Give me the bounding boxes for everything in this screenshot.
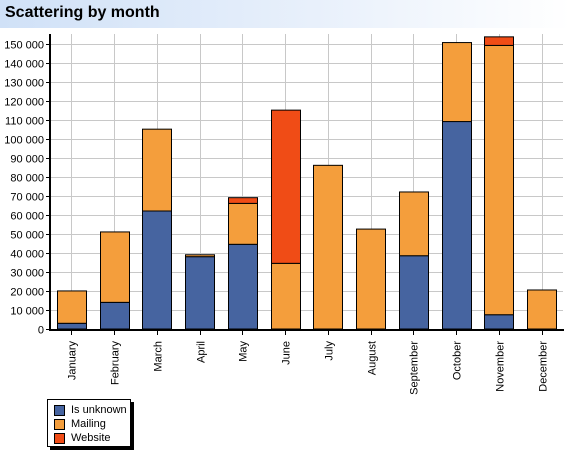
legend-swatch-is-unknown (54, 404, 65, 416)
y-tick-label: 40 000 (10, 249, 44, 261)
y-tick-label: 50 000 (10, 230, 44, 242)
legend-item-website: Website (54, 431, 111, 445)
title-bar: Scattering by month (0, 0, 571, 28)
bar-is-unknown (228, 243, 258, 330)
bar-mailing (142, 128, 172, 212)
bar-mailing (313, 164, 343, 330)
bar-is-unknown (142, 210, 172, 330)
x-tick-label: July (324, 341, 336, 361)
y-tick-label: 20 000 (10, 287, 44, 299)
bar-mailing (399, 191, 429, 257)
bar-mailing (484, 44, 514, 316)
legend-label: Website (71, 432, 111, 444)
legend-label: Mailing (71, 418, 106, 430)
y-tick-label: 100 000 (4, 135, 44, 147)
x-tick-label: January (67, 341, 79, 381)
x-tick-label: February (110, 341, 122, 386)
y-tick-label: 150 000 (4, 40, 44, 52)
bar-is-unknown (442, 121, 472, 330)
bar-is-unknown (185, 256, 215, 330)
x-tick-label: June (281, 341, 293, 365)
bar-mailing (442, 42, 472, 123)
legend-label: Is unknown (71, 404, 127, 416)
y-tick-label: 130 000 (4, 78, 44, 90)
bar-mailing (185, 254, 215, 258)
y-tick-label: 140 000 (4, 59, 44, 71)
x-tick-label: August (367, 341, 379, 375)
x-tick-label: April (196, 341, 208, 363)
y-tick-label: 60 000 (10, 211, 44, 223)
bar-is-unknown (100, 301, 130, 330)
y-tick-label: 80 000 (10, 173, 44, 185)
bar-mailing (228, 202, 258, 245)
x-tick-label: December (538, 341, 550, 392)
y-tick-label: 10 000 (10, 306, 44, 318)
legend-swatch-website (54, 432, 65, 444)
legend-swatch-mailing (54, 418, 65, 430)
bar-mailing (57, 290, 87, 324)
y-tick-label: 70 000 (10, 192, 44, 204)
y-tick-label: 30 000 (10, 268, 44, 280)
bar-is-unknown (399, 255, 429, 330)
legend-item-mailing: Mailing (54, 417, 106, 431)
bar-mailing (100, 231, 130, 303)
chart-title: Scattering by month (5, 4, 160, 21)
x-tick-label: November (495, 341, 507, 392)
y-tick-label: 110 000 (5, 116, 44, 128)
legend-item-is-unknown: Is unknown (54, 403, 127, 417)
x-tick-label: September (409, 341, 421, 395)
y-tick-label: 0 (38, 325, 44, 337)
bar-website (271, 109, 301, 264)
x-tick-label: March (153, 341, 165, 372)
y-tick-label: 90 000 (10, 154, 44, 166)
bar-is-unknown (57, 322, 87, 330)
bar-mailing (527, 289, 557, 330)
y-tick-label: 120 000 (4, 97, 44, 109)
bar-mailing (271, 262, 301, 330)
bar-mailing (356, 228, 386, 330)
x-tick-label: October (452, 341, 464, 380)
legend: Is unknown Mailing Website (47, 399, 131, 447)
bar-is-unknown (484, 314, 514, 330)
x-tick-label: May (238, 341, 250, 362)
bar-website (228, 197, 258, 204)
bar-website (484, 36, 514, 46)
